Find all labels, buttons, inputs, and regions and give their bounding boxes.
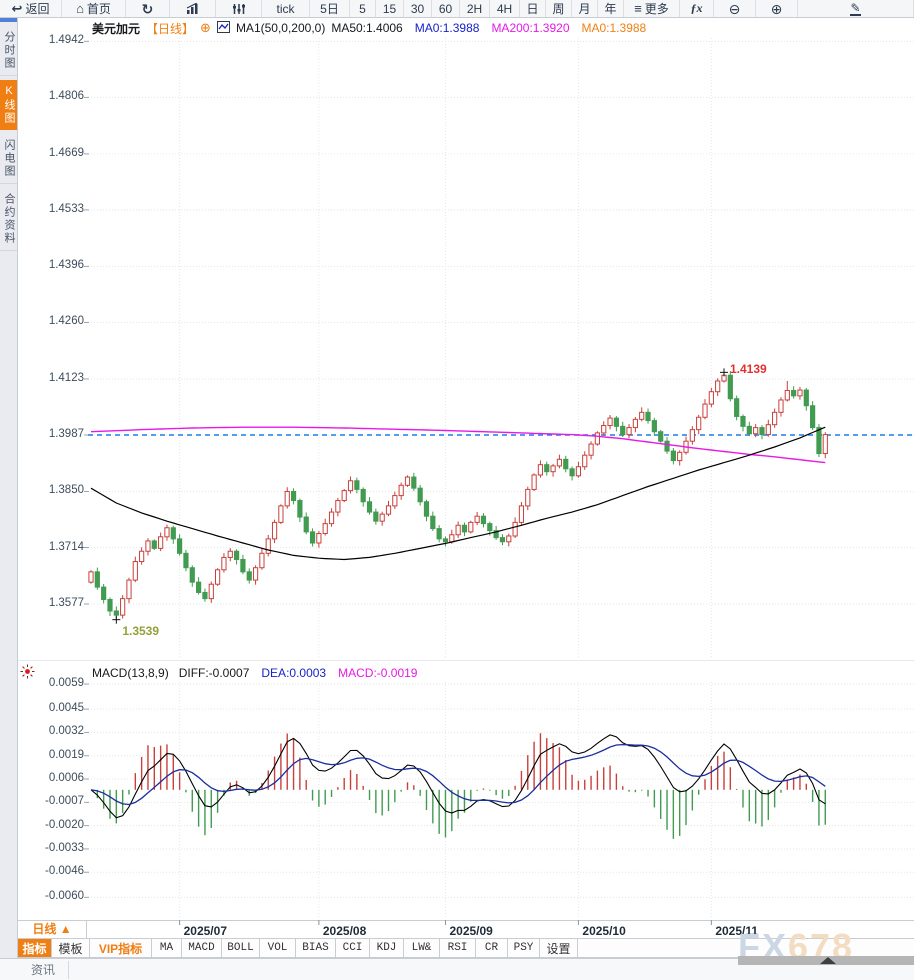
sidebar-tab-active[interactable]: K线图: [0, 80, 17, 130]
toolbar-item-chart-style-bars[interactable]: [170, 0, 216, 17]
low-price-annotation: 1.3539: [122, 623, 160, 638]
top-toolbar: ↩ 返回 ⌂ 首页 ↻ tick 5日 5 15 30 60 2H 4H 日周月年 ≡ 更多 ƒx ⊖ ⊕ ✎: [0, 0, 914, 18]
macd-params: MACD(13,8,9): [92, 666, 169, 680]
macd-header: MACD(13,8,9) DIFF:-0.0007 DEA:0.0003 MACD:…: [92, 666, 417, 680]
toolbar-item-zoom-in[interactable]: ⊕: [756, 0, 798, 17]
main-y-tick: 1.4806: [48, 90, 84, 103]
toolbar-item-interval-4h[interactable]: 4H: [490, 0, 520, 17]
macd-y-tick: -0.0046: [44, 865, 84, 878]
indicator-tab-RSI[interactable]: RSI: [440, 939, 476, 957]
toolbar-item-chart-style-sliders[interactable]: [216, 0, 262, 17]
bottom-bar: 资讯: [0, 958, 914, 980]
x-axis-label: 2025/07: [183, 924, 227, 938]
symbol-name: 美元加元: [92, 21, 141, 36]
sidebar-accent: [0, 18, 17, 22]
x-axis-label: 2025/08: [322, 924, 367, 938]
toolbar-item-interval-month[interactable]: 月: [572, 0, 598, 17]
macd-y-tick: -0.0060: [44, 890, 84, 903]
macd-y-tick: 0.0045: [48, 702, 84, 715]
toolbar-item-interval-15[interactable]: 15: [376, 0, 404, 17]
panel-separator: [18, 660, 914, 661]
main-y-tick: 1.4123: [48, 371, 84, 384]
toolbar-item-indicator-fx[interactable]: ƒx: [680, 0, 714, 17]
indicator-tab-LW&[interactable]: LW&: [404, 939, 440, 957]
toolbar-item-back[interactable]: ↩ 返回: [0, 0, 62, 17]
indicator-tabs-row: 指标 模板 VIP指标 MA MACD BOLL VOL BIAS CCI KDJ LW& RSI CR…: [18, 938, 914, 958]
indicator-tab-KDJ[interactable]: KDJ: [370, 939, 404, 957]
add-indicator-icon[interactable]: ⊕: [200, 20, 211, 35]
sidebar-tab-item[interactable]: 分时图: [0, 26, 17, 76]
main-y-tick: 1.3850: [48, 484, 84, 497]
main-y-tick: 1.3577: [48, 597, 84, 609]
indicator-tab-指标[interactable]: 指标: [18, 939, 52, 957]
macd-y-tick: 0.0019: [48, 748, 84, 761]
indicator-tab-BIAS[interactable]: BIAS: [296, 939, 336, 957]
x-axis-label: 2025/09: [449, 924, 493, 938]
ma-value-1: MA0:1.3988: [414, 21, 480, 35]
macd-value-0: DIFF:-0.0007: [178, 666, 250, 680]
toolbar-item-interval-day[interactable]: 日: [520, 0, 546, 17]
toolbar-item-home[interactable]: ⌂ 首页: [62, 0, 126, 17]
ma-value-0: MA50:1.4006: [331, 21, 403, 35]
macd-y-tick: -0.0020: [44, 818, 84, 831]
main-chart-header: 美元加元 【日线】 ⊕ MA1(50,0,200,0) MA50:1.4006 M…: [92, 20, 646, 36]
period-tag: 【日线】: [146, 21, 195, 36]
x-axis-label: 2025/10: [582, 924, 626, 938]
macd-y-tick: 0.0006: [48, 772, 84, 785]
indicator-tab-MA[interactable]: MA: [152, 939, 182, 957]
high-price-annotation: 1.4139: [730, 362, 767, 377]
toolbar-item-interval-year[interactable]: 年: [598, 0, 624, 17]
indicator-tab-MACD[interactable]: MACD: [182, 939, 222, 957]
indicator-settings-icon[interactable]: [20, 664, 35, 684]
main-y-tick: 1.4942: [48, 34, 84, 47]
collapse-panel-handle[interactable]: [738, 956, 914, 965]
macd-y-tick: -0.0007: [44, 795, 84, 808]
main-y-tick: 1.3714: [48, 540, 84, 553]
macd-values: DIFF:-0.0007 DEA:0.0003 MACD:-0.0019: [179, 666, 418, 680]
main-y-tick: 1.4396: [48, 259, 84, 272]
indicator-tab-VIP指标[interactable]: VIP指标: [90, 939, 152, 957]
indicator-tab-BOLL[interactable]: BOLL: [222, 939, 260, 957]
toolbar-item-zoom-out[interactable]: ⊖: [714, 0, 756, 17]
ma-values: MA50:1.4006 MA0:1.3988 MA200:1.3920 MA0:1.3…: [331, 21, 646, 35]
indicator-tab-PSY[interactable]: PSY: [508, 939, 540, 957]
indicator-tab-设置[interactable]: 设置: [540, 939, 578, 957]
period-selector[interactable]: 日线 ▲: [18, 921, 87, 938]
chart-type-sidebar: 分时图 K线图闪电图合约资料: [0, 18, 18, 958]
macd-y-tick: 0.0032: [48, 725, 84, 738]
sidebar-tab-item[interactable]: 合约资料: [0, 188, 17, 251]
main-y-tick: 1.4260: [48, 315, 84, 328]
macd-value-1: DEA:0.0003: [261, 666, 327, 680]
macd-y-tick: 0.0059: [48, 677, 84, 690]
indicator-tab-VOL[interactable]: VOL: [260, 939, 296, 957]
toolbar-item-interval-tick[interactable]: tick: [262, 0, 310, 17]
indicator-tab-CR[interactable]: CR: [476, 939, 508, 957]
main-y-tick: 1.4669: [48, 146, 84, 159]
toolbar-item-interval-5[interactable]: 5: [350, 0, 376, 17]
indicator-tab-CCI[interactable]: CCI: [336, 939, 370, 957]
toolbar-item-interval-2h[interactable]: 2H: [460, 0, 490, 17]
toolbar-item-interval-5d[interactable]: 5日: [310, 0, 350, 17]
ma-config: MA1(50,0,200,0): [235, 21, 326, 35]
toolbar-item-interval-week[interactable]: 周: [546, 0, 572, 17]
main-y-tick: 1.4533: [48, 202, 84, 215]
macd-y-tick: -0.0033: [44, 841, 84, 854]
mini-chart-icon: [216, 20, 230, 36]
x-axis-label: 2025/11: [715, 924, 759, 938]
toolbar-item-refresh[interactable]: ↻: [126, 0, 170, 17]
ma-value-2: MA200:1.3920: [491, 21, 570, 35]
sidebar-tab-item[interactable]: 闪电图: [0, 134, 17, 184]
indicator-tab-模板[interactable]: 模板: [52, 939, 90, 957]
news-tab[interactable]: 资讯: [18, 961, 69, 979]
toolbar-item-interval-60[interactable]: 60: [432, 0, 460, 17]
toolbar-item-interval-30[interactable]: 30: [404, 0, 432, 17]
macd-value-2: MACD:-0.0019: [338, 666, 418, 680]
x-axis-row: 日线 ▲ 2025/07 2025/08 2025/09 2025/10 2025/11: [18, 920, 914, 938]
toolbar-item-more-menu[interactable]: ≡ 更多: [624, 0, 680, 17]
ma-value-3: MA0:1.3988: [581, 21, 647, 35]
expand-arrow-icon: [820, 957, 836, 964]
main-y-tick: 1.3987: [48, 428, 84, 440]
